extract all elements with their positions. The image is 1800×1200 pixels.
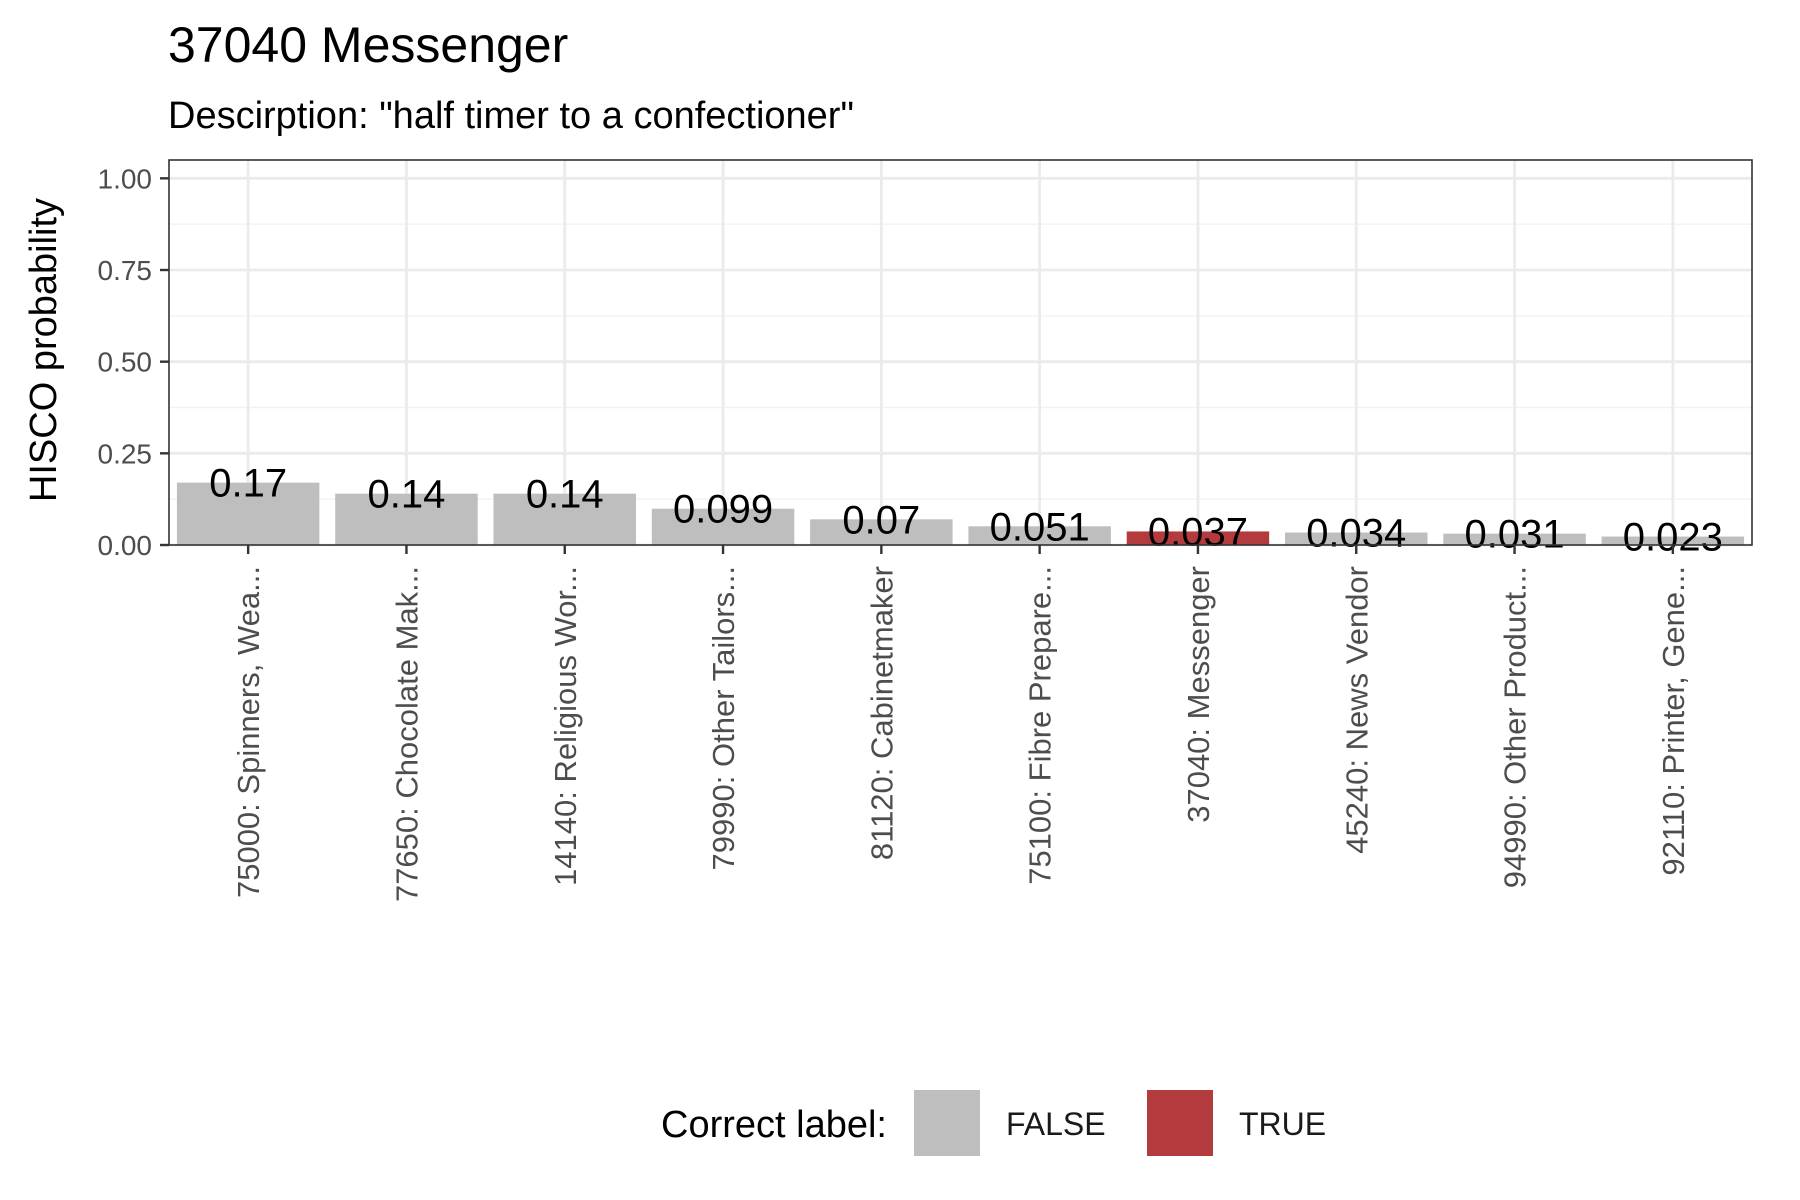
y-axis-title: HISCO probability: [23, 198, 65, 502]
y-tick-label: 0.25: [98, 438, 153, 469]
y-tick-label: 0.75: [98, 255, 153, 286]
y-tick-label: 0.00: [98, 530, 153, 561]
x-tick-label: 92110: Printer, Gene...: [1656, 566, 1691, 876]
legend-title: Correct label:: [661, 1104, 887, 1146]
bar: [810, 519, 953, 545]
legend-key-false: [914, 1090, 980, 1156]
x-tick-label: 81120: Cabinetmaker: [864, 566, 899, 860]
x-tick-label: 37040: Messenger: [1181, 566, 1216, 823]
x-tick-label: 45240: News Vendor: [1339, 566, 1374, 854]
bar: [335, 493, 478, 545]
chart-subtitle: Descirption: "half timer to a confection…: [168, 95, 854, 137]
bars: [176, 482, 1745, 545]
bar-value-label: 0.14: [526, 473, 604, 517]
x-tick-label: 94990: Other Product...: [1498, 566, 1533, 888]
data-labels: 0.17 0.14 0.14 0.099 0.07 0.051 0.037 0.034 0.03…: [209, 462, 1723, 560]
x-axis: 75000: Spinners, Wea... 77650: Chocolate …: [231, 545, 1691, 902]
legend: Correct label: FALSE TRUE: [661, 1090, 1326, 1156]
legend-label-true: TRUE: [1239, 1106, 1326, 1142]
x-tick-label: 14140: Religious Wor...: [548, 566, 583, 886]
bar: [493, 493, 636, 545]
bar: [1126, 531, 1270, 545]
y-axis: 0.00 0.25 0.50 0.75 1.00: [98, 163, 169, 561]
bar: [1285, 532, 1428, 545]
bar: [176, 482, 320, 545]
legend-key-true: [1147, 1090, 1213, 1156]
x-tick-label: 75100: Fibre Prepare...: [1023, 566, 1058, 885]
panel-border: [168, 159, 1753, 546]
bar-value-label: 0.14: [368, 473, 446, 517]
chart-title: 37040 Messenger: [168, 17, 568, 73]
bar: [1443, 533, 1586, 545]
bar-value-label: 0.07: [842, 498, 920, 542]
bar: [651, 508, 795, 545]
x-tick-label: 75000: Spinners, Wea...: [231, 566, 266, 898]
bar-value-label: 0.099: [673, 488, 773, 532]
legend-label-false: FALSE: [1006, 1106, 1106, 1142]
x-tick-label: 79990: Other Tailors...: [706, 566, 741, 870]
bar: [1601, 536, 1745, 545]
y-tick-label: 0.50: [98, 347, 153, 378]
bar: [968, 526, 1111, 545]
x-tick-label: 77650: Chocolate Mak...: [389, 566, 424, 902]
gridlines: [169, 160, 1752, 547]
bar-value-label: 0.17: [209, 462, 287, 506]
y-tick-label: 1.00: [98, 163, 153, 194]
bar-value-label: 0.051: [990, 505, 1090, 549]
